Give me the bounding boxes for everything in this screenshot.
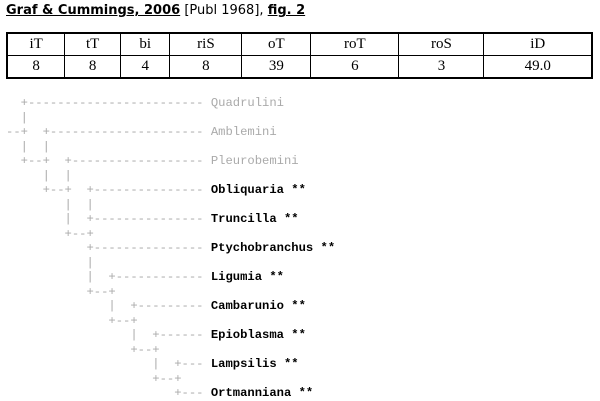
tree-row: | +--------- Cambarunio **	[6, 299, 335, 314]
header-cell: bi	[120, 32, 171, 56]
branch: |	[6, 110, 28, 125]
tree-row: +------------------------ Quadrulini	[6, 96, 335, 111]
tree-row: | |	[6, 169, 335, 184]
cell: 39	[241, 55, 312, 79]
tree-row: +--+	[6, 285, 335, 300]
taxon-label: Truncilla **	[210, 212, 299, 226]
cell: 8	[169, 55, 243, 79]
tree-row: | +--------------- Truncilla **	[6, 212, 335, 227]
branch: | +------------	[6, 270, 204, 284]
branch: +--+ +------------------	[6, 154, 204, 168]
taxon-label: Pleurobemini	[210, 154, 299, 168]
header-cell: roT	[310, 32, 400, 56]
branch: |	[6, 255, 94, 270]
header-cell: iD	[483, 32, 593, 56]
branch: +--+	[6, 226, 94, 241]
cell: 8	[6, 55, 66, 79]
data-row: 8 8 4 8 39 6 3 49.0	[6, 55, 593, 79]
tree: +------------------------ Quadrulini | --…	[6, 96, 335, 401]
header: Graf & Cummings, 2006 [Publ 1968], fig. …	[6, 3, 305, 18]
tree-row: |	[6, 256, 335, 271]
taxon-label: Lampsilis **	[210, 357, 299, 371]
branch: | +---------------	[6, 212, 204, 226]
tree-row: |	[6, 111, 335, 126]
figure-link[interactable]: fig. 2	[267, 3, 306, 18]
tree-row: +--+	[6, 372, 335, 387]
tree-row: +--- Ortmanniana **	[6, 386, 335, 401]
tree-row: +--+	[6, 314, 335, 329]
header-cell: oT	[241, 32, 312, 56]
stats-table: iT tT bi riS oT roT roS iD 8 8 4 8 39 6 3 49.0	[6, 32, 593, 79]
branch: +--+ +---------------	[6, 183, 204, 197]
taxon-label: Obliquaria **	[210, 183, 306, 197]
branch: +---------------	[6, 241, 204, 255]
header-cell: riS	[169, 32, 243, 56]
taxon-label: Cambarunio **	[210, 299, 306, 313]
cell: 3	[398, 55, 485, 79]
branch: | |	[6, 197, 94, 212]
publication: [Publ 1968],	[184, 3, 264, 18]
branch: | |	[6, 168, 72, 183]
branch: +--+	[6, 371, 182, 386]
cell: 49.0	[483, 55, 593, 79]
branch: | |	[6, 139, 50, 154]
branch: +--+	[6, 284, 116, 299]
branch: | +---	[6, 357, 204, 371]
branch: +--+	[6, 313, 138, 328]
taxon-label: Amblemini	[210, 125, 277, 139]
header-cell: iT	[6, 32, 66, 56]
tree-row: +--+ +------------------ Pleurobemini	[6, 154, 335, 169]
branch: --+ +---------------------	[6, 125, 204, 139]
tree-row: | +------------ Ligumia **	[6, 270, 335, 285]
branch: +---	[6, 386, 204, 400]
taxon-label: Epioblasma **	[210, 328, 306, 342]
tree-row: +--+	[6, 343, 335, 358]
header-row: iT tT bi riS oT roT roS iD	[6, 32, 593, 56]
tree-row: | +--- Lampsilis **	[6, 357, 335, 372]
cell: 8	[64, 55, 122, 79]
branch: +--+	[6, 342, 160, 357]
branch: | +------	[6, 328, 204, 342]
tree-row: +--+	[6, 227, 335, 242]
citation-link[interactable]: Graf & Cummings, 2006	[6, 3, 181, 18]
tree-row: --+ +--------------------- Amblemini	[6, 125, 335, 140]
cell: 4	[120, 55, 171, 79]
taxon-label: Ligumia **	[210, 270, 284, 284]
branch: | +---------	[6, 299, 204, 313]
tree-row: +--------------- Ptychobranchus **	[6, 241, 335, 256]
branch: +------------------------	[6, 96, 204, 110]
tree-row: | |	[6, 140, 335, 155]
taxon-label: Ptychobranchus **	[210, 241, 336, 255]
header-cell: tT	[64, 32, 122, 56]
taxon-label: Quadrulini	[210, 96, 284, 110]
taxon-label: Ortmanniana **	[210, 386, 314, 400]
header-cell: roS	[398, 32, 485, 56]
tree-row: | +------ Epioblasma **	[6, 328, 335, 343]
cell: 6	[310, 55, 400, 79]
tree-row: | |	[6, 198, 335, 213]
tree-row: +--+ +--------------- Obliquaria **	[6, 183, 335, 198]
